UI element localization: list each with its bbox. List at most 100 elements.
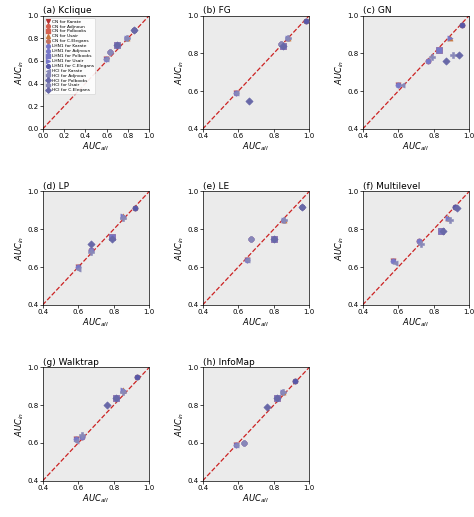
Point [455, 51, 462, 59]
Point [391, 259, 398, 267]
Point [291, 376, 299, 385]
Text: (a) Kclique: (a) Kclique [43, 6, 91, 14]
Y-axis label: $AUC_{in}$: $AUC_{in}$ [13, 236, 26, 261]
X-axis label: $AUC_{all}$: $AUC_{all}$ [82, 141, 109, 153]
Point [279, 42, 286, 50]
Text: (e) LE: (e) LE [202, 181, 229, 191]
Point [233, 440, 240, 449]
Point [108, 233, 116, 241]
Point [113, 41, 121, 49]
Point [87, 248, 94, 256]
Point [389, 257, 397, 266]
Point [74, 263, 82, 271]
Point [240, 439, 247, 447]
Point [449, 51, 457, 59]
Point [270, 235, 278, 243]
Point [123, 34, 131, 42]
Point [263, 403, 270, 411]
X-axis label: $AUC_{all}$: $AUC_{all}$ [243, 492, 269, 505]
Point [131, 26, 138, 35]
X-axis label: $AUC_{all}$: $AUC_{all}$ [243, 316, 269, 329]
Point [131, 204, 139, 212]
Point [279, 388, 286, 396]
Point [119, 386, 127, 394]
Point [102, 54, 109, 63]
Point [87, 246, 94, 254]
X-axis label: $AUC_{all}$: $AUC_{all}$ [243, 141, 269, 153]
Point [298, 203, 306, 211]
Point [291, 376, 299, 385]
Point [102, 54, 109, 63]
Point [270, 235, 278, 243]
Point [73, 437, 80, 445]
Point [243, 255, 251, 264]
Point [428, 53, 436, 61]
Point [133, 373, 141, 381]
Point [78, 431, 85, 439]
Point [437, 227, 445, 235]
Point [279, 42, 286, 50]
Point [73, 435, 80, 444]
Point [458, 21, 466, 29]
Text: (d) LP: (d) LP [43, 181, 69, 191]
Point [435, 45, 443, 54]
Y-axis label: $AUC_{in}$: $AUC_{in}$ [333, 59, 346, 85]
Point [439, 227, 447, 235]
Point [247, 235, 255, 243]
Point [106, 48, 114, 56]
Point [394, 81, 402, 89]
Y-axis label: $AUC_{in}$: $AUC_{in}$ [13, 59, 26, 85]
Point [113, 41, 121, 49]
Point [279, 42, 286, 50]
Point [106, 48, 114, 56]
Point [119, 212, 127, 220]
Point [281, 216, 288, 224]
Point [233, 440, 240, 449]
Point [119, 386, 127, 394]
Legend: CN for Karate, CN for Adjnoun, CN for Polbooks, CN for Usair, CN for C.Elegans, : CN for Karate, CN for Adjnoun, CN for Po… [45, 18, 95, 94]
Point [446, 34, 454, 42]
Y-axis label: $AUC_{in}$: $AUC_{in}$ [173, 236, 186, 261]
Point [245, 97, 253, 105]
Point [123, 34, 131, 42]
Y-axis label: $AUC_{in}$: $AUC_{in}$ [173, 412, 186, 437]
Point [233, 89, 240, 97]
Point [281, 216, 288, 224]
Point [74, 265, 82, 273]
Point [425, 57, 432, 65]
Point [112, 393, 119, 402]
Point [277, 40, 284, 48]
Point [133, 373, 141, 381]
Point [74, 263, 82, 271]
Point [131, 26, 138, 35]
Point [425, 57, 432, 65]
Point [106, 48, 114, 56]
Text: (b) FG: (b) FG [202, 6, 230, 14]
Text: (c) GN: (c) GN [363, 6, 391, 14]
Point [458, 21, 466, 29]
Point [103, 401, 110, 409]
Point [277, 40, 284, 48]
Point [279, 388, 286, 396]
X-axis label: $AUC_{all}$: $AUC_{all}$ [82, 492, 109, 505]
Point [446, 34, 454, 42]
Text: (f) Multilevel: (f) Multilevel [363, 181, 420, 191]
Point [389, 257, 397, 266]
Point [446, 216, 454, 224]
Point [416, 236, 423, 245]
Y-axis label: $AUC_{in}$: $AUC_{in}$ [333, 236, 346, 261]
Text: (g) Walktrap: (g) Walktrap [43, 358, 99, 367]
Point [119, 214, 127, 222]
Point [73, 435, 80, 444]
X-axis label: $AUC_{all}$: $AUC_{all}$ [402, 141, 429, 153]
Point [418, 240, 425, 249]
Point [87, 246, 94, 254]
Point [451, 203, 459, 211]
X-axis label: $AUC_{all}$: $AUC_{all}$ [82, 316, 109, 329]
Y-axis label: $AUC_{in}$: $AUC_{in}$ [173, 59, 186, 85]
Point [123, 34, 131, 42]
Point [78, 433, 85, 442]
Point [78, 433, 85, 442]
Point [444, 214, 452, 222]
Point [247, 235, 255, 243]
